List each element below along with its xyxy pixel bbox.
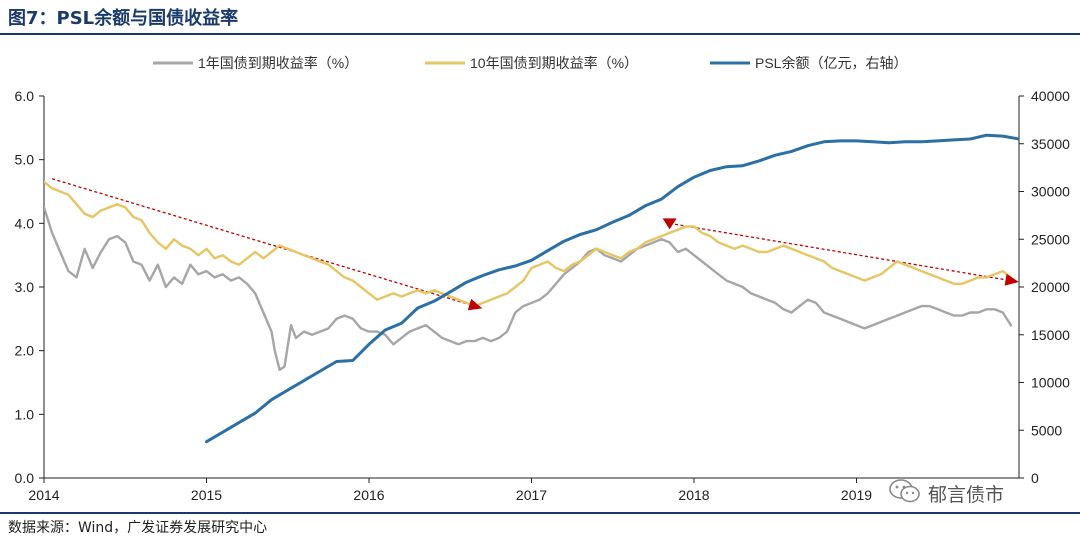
- footer-rule: [0, 512, 1080, 514]
- trend-line: [51, 178, 475, 307]
- right-axis: 0 5000 10000 15000 20000 25000 30000 35000 40000: [1019, 88, 1070, 486]
- series-10y-yield: [44, 180, 1013, 308]
- left-tick-label: 5.0: [15, 152, 35, 168]
- legend: 1年国债到期收益率（%） 10年国债到期收益率（%） PSL余额（亿元，右轴）: [153, 55, 907, 71]
- right-tick-label: 35000: [1031, 136, 1070, 152]
- source-note: 数据来源：Wind，广发证券发展研究中心: [8, 520, 268, 536]
- x-tick-label: 2015: [191, 487, 222, 503]
- x-tick-label: 2014: [28, 487, 59, 503]
- watermark-text: 郁言债市: [928, 483, 1005, 506]
- left-tick-label: 6.0: [15, 88, 35, 104]
- trend-arrow: [467, 298, 483, 311]
- header-rule: [0, 33, 1080, 35]
- right-tick-label: 25000: [1031, 231, 1070, 247]
- left-tick-label: 1.0: [15, 406, 35, 422]
- trend-lines: [51, 178, 1011, 307]
- wechat-icon: [888, 478, 922, 508]
- left-tick-label: 4.0: [15, 215, 35, 231]
- trend-line: [669, 222, 1011, 282]
- right-tick-label: 0: [1031, 470, 1039, 486]
- watermark: 郁言债市: [888, 478, 1004, 508]
- plot-frame: [43, 96, 1020, 479]
- right-tick-label: 5000: [1031, 422, 1062, 438]
- left-tick-label: 0.0: [15, 470, 35, 486]
- x-tick-label: 2018: [678, 487, 709, 503]
- right-tick-label: 30000: [1031, 184, 1070, 200]
- left-tick-label: 3.0: [15, 279, 35, 295]
- legend-label: PSL余额（亿元，右轴）: [755, 55, 907, 71]
- right-tick-label: 10000: [1031, 375, 1070, 391]
- trend-markers: [467, 218, 1019, 311]
- left-axis: 0.0 1.0 2.0 3.0 4.0 5.0 6.0: [15, 88, 44, 486]
- figure-title: 图7：PSL余额与国债收益率: [8, 8, 239, 29]
- right-tick-label: 20000: [1031, 279, 1070, 295]
- x-axis: 2014 2015 2016 2017 2018 2019: [28, 478, 872, 503]
- right-tick-label: 40000: [1031, 88, 1070, 104]
- legend-label: 10年国债到期收益率（%）: [470, 55, 638, 71]
- series-layer: [44, 133, 1019, 444]
- figure-header: 图7：PSL余额与国债收益率: [0, 0, 1080, 35]
- series-psl-balance: [205, 133, 1019, 444]
- x-tick-label: 2017: [516, 487, 547, 503]
- left-tick-label: 2.0: [15, 343, 35, 359]
- trend-arrow: [662, 218, 677, 230]
- x-tick-label: 2016: [353, 487, 384, 503]
- series-1y-yield: [44, 206, 1013, 371]
- trend-arrow: [1004, 273, 1019, 286]
- right-tick-label: 15000: [1031, 327, 1070, 343]
- legend-label: 1年国债到期收益率（%）: [198, 55, 358, 71]
- x-tick-label: 2019: [841, 487, 872, 503]
